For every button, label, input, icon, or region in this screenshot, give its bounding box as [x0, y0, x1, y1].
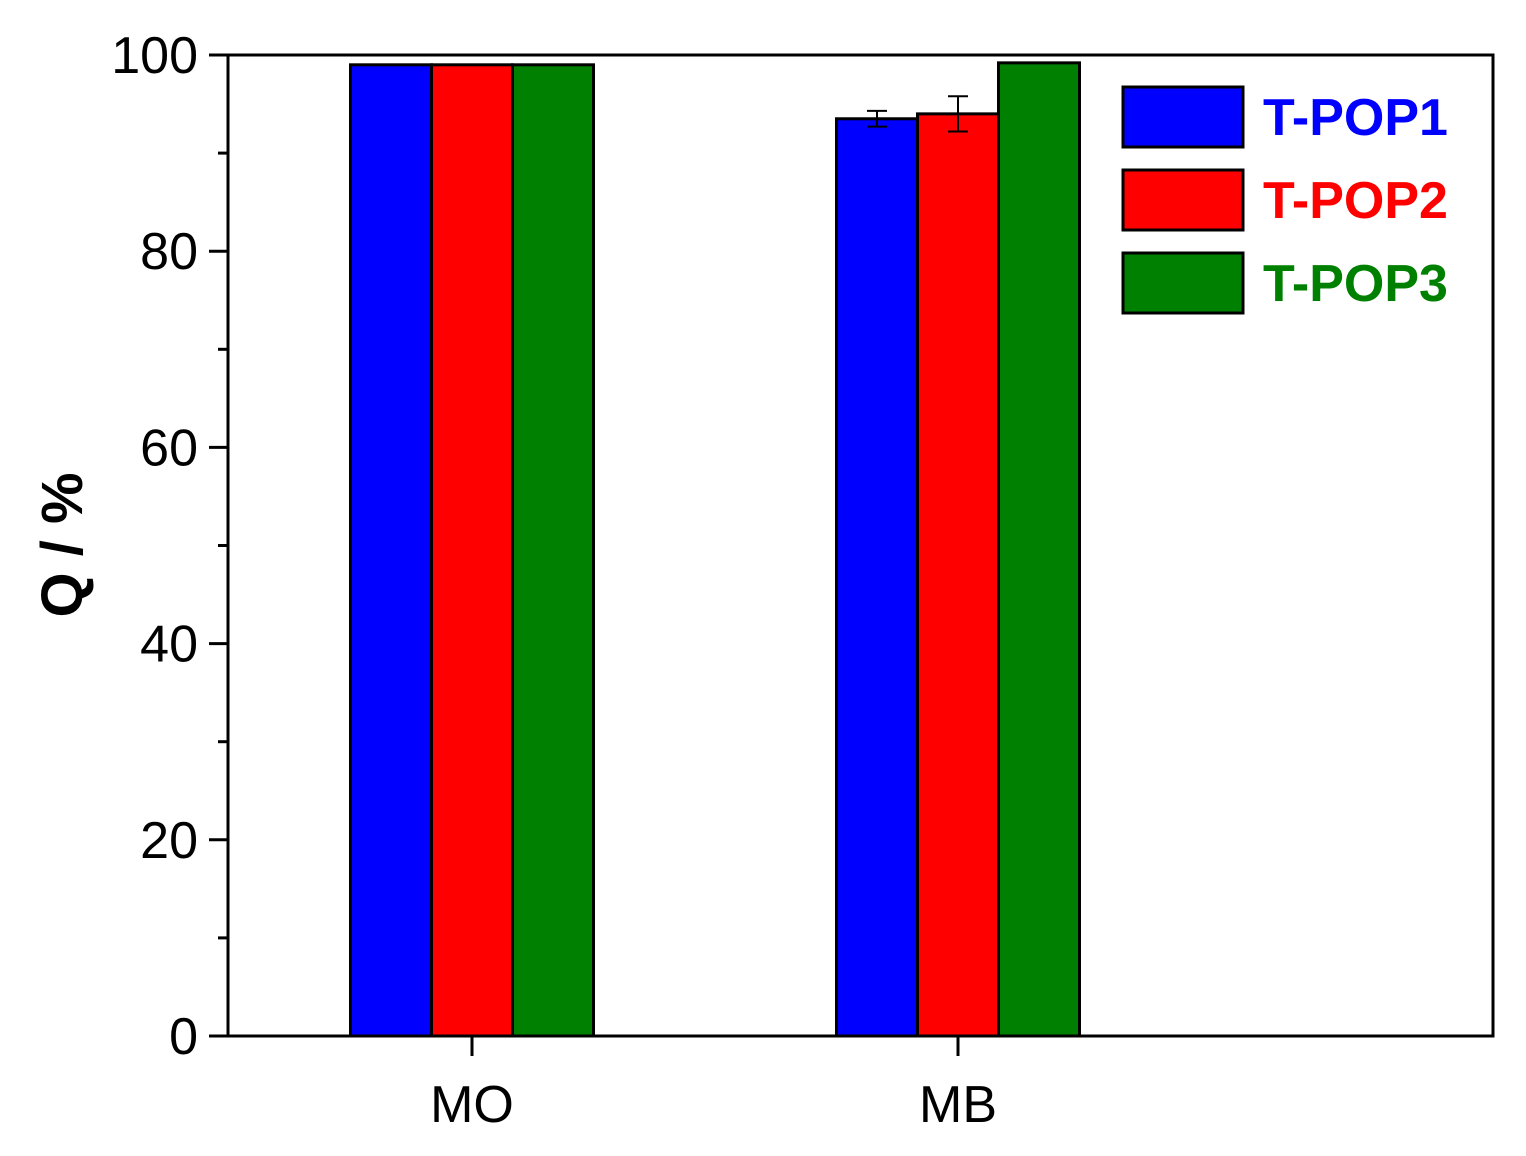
y-tick-label: 100: [111, 27, 198, 85]
y-axis: 0 20 40 60 80 100: [111, 27, 228, 1066]
bar-t-pop1-mo: [349, 63, 433, 1038]
legend-label: T-POP1: [1263, 89, 1448, 147]
error-bar-t-pop1-mb: [867, 109, 887, 128]
y-axis-title: Q / %: [30, 472, 95, 617]
legend: T-POP1 T-POP2 T-POP3: [1121, 85, 1448, 315]
bar-t-pop3-mb: [997, 61, 1081, 1038]
y-tick-label: 40: [140, 616, 198, 674]
bar-t-pop2-mo: [430, 63, 514, 1038]
error-bar-t-pop2-mb: [948, 95, 968, 133]
legend-swatch: [1121, 168, 1245, 232]
y-tick-label: 60: [140, 419, 198, 477]
legend-item-t-pop2: T-POP2: [1121, 168, 1448, 232]
legend-label: T-POP2: [1263, 172, 1448, 230]
x-tick-label: MB: [919, 1076, 997, 1134]
legend-label: T-POP3: [1263, 255, 1448, 313]
legend-item-t-pop1: T-POP1: [1121, 85, 1448, 149]
x-axis: MO MB: [430, 1036, 997, 1134]
legend-swatch: [1121, 85, 1245, 149]
bar-t-pop2-mb: [916, 112, 1000, 1038]
bar-t-pop3-mo: [511, 63, 595, 1038]
error-bars-layer: [867, 95, 968, 133]
x-tick-label: MO: [430, 1076, 514, 1134]
y-tick-label: 0: [169, 1008, 198, 1066]
bar-t-pop1-mb: [835, 117, 919, 1038]
legend-item-t-pop3: T-POP3: [1121, 251, 1448, 315]
legend-swatch: [1121, 251, 1245, 315]
y-tick-label: 80: [140, 223, 198, 281]
bars-layer: [349, 61, 1081, 1038]
y-tick-label: 20: [140, 812, 198, 870]
